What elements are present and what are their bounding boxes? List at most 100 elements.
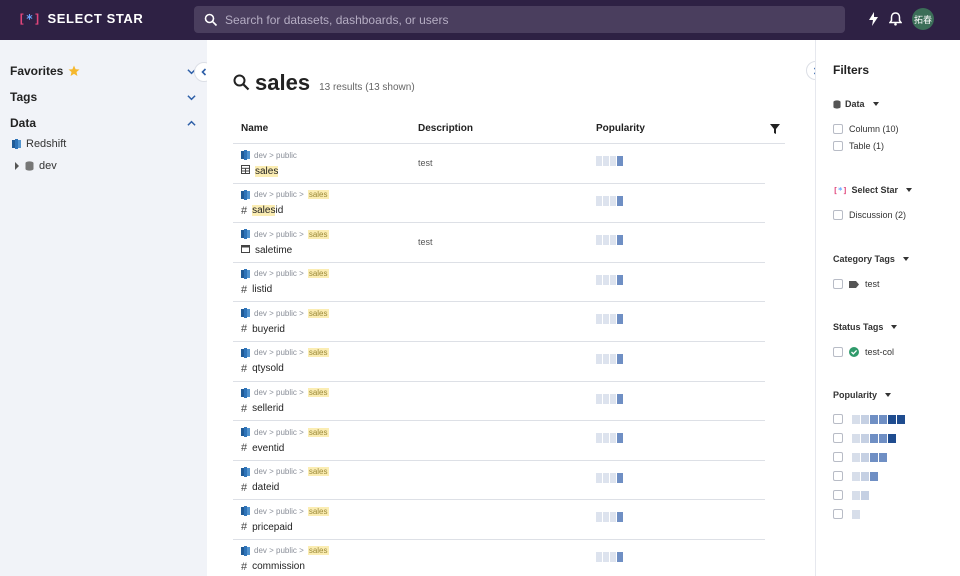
bell-icon[interactable] bbox=[889, 12, 902, 26]
popularity-bar bbox=[596, 195, 623, 206]
checkbox[interactable] bbox=[833, 124, 843, 134]
popularity-cell bbox=[610, 195, 616, 206]
chevron-down-icon[interactable] bbox=[187, 93, 196, 102]
row-name-text: commission bbox=[252, 561, 305, 573]
filter-option-popularity-6[interactable] bbox=[833, 414, 905, 424]
row-path: dev > public > sales bbox=[241, 506, 329, 517]
filter-option-table[interactable]: Table (1) bbox=[833, 141, 884, 151]
row-path-text: dev > public > bbox=[254, 348, 304, 358]
tree-item-dev[interactable]: dev bbox=[14, 160, 57, 172]
caret-down-icon bbox=[872, 102, 879, 106]
filter-group-category-tags[interactable]: Category Tags bbox=[833, 254, 909, 264]
row-path: dev > public > sales bbox=[241, 308, 329, 319]
row-path-highlight[interactable]: sales bbox=[307, 269, 329, 279]
row-path-highlight[interactable]: sales bbox=[307, 546, 329, 556]
popularity-cell bbox=[861, 471, 869, 481]
row-path-highlight[interactable]: sales bbox=[307, 427, 329, 437]
row-path: dev > public > sales bbox=[241, 268, 329, 279]
filter-option-popularity-3[interactable] bbox=[833, 471, 878, 481]
popularity-cell bbox=[852, 452, 860, 462]
filter-group-select-star[interactable]: [*] Select Star bbox=[833, 185, 913, 195]
tag-icon bbox=[849, 280, 859, 288]
sidebar-section-favorites[interactable]: Favorites bbox=[10, 64, 196, 78]
checkbox[interactable] bbox=[833, 452, 843, 462]
table-row[interactable]: dev > public > sales # buyerid bbox=[233, 302, 765, 342]
checkbox[interactable] bbox=[833, 347, 843, 357]
row-name[interactable]: saletime bbox=[241, 244, 292, 256]
top-bar: [*] SELECT STAR 拓春 bbox=[0, 0, 960, 40]
row-path-highlight[interactable]: sales bbox=[307, 467, 329, 477]
column-header-name[interactable]: Name bbox=[241, 123, 269, 134]
row-name[interactable]: # qtysold bbox=[241, 363, 284, 375]
row-path-highlight[interactable]: sales bbox=[307, 190, 329, 200]
filter-option-discussion[interactable]: Discussion (2) bbox=[833, 210, 906, 220]
row-name[interactable]: # listid bbox=[241, 284, 272, 296]
table-row[interactable]: dev > public > sales # commission bbox=[233, 540, 765, 576]
filter-icon[interactable] bbox=[770, 124, 780, 134]
filter-option-popularity-5[interactable] bbox=[833, 433, 896, 443]
checkbox[interactable] bbox=[833, 279, 843, 289]
popularity-cell bbox=[610, 314, 616, 325]
popularity-bar bbox=[596, 512, 623, 523]
table-row[interactable]: dev > public > sales # pricepaid bbox=[233, 500, 765, 540]
filter-option-popularity-4[interactable] bbox=[833, 452, 887, 462]
row-name[interactable]: sales bbox=[241, 165, 279, 177]
filter-option-status-testcol[interactable]: test-col bbox=[833, 347, 894, 357]
filter-group-status-tags[interactable]: Status Tags bbox=[833, 322, 898, 332]
filter-option-category-test[interactable]: test bbox=[833, 279, 880, 289]
global-search[interactable] bbox=[194, 6, 845, 33]
row-name[interactable]: # dateid bbox=[241, 482, 279, 494]
lightning-icon[interactable] bbox=[868, 12, 879, 26]
row-name[interactable]: # buyerid bbox=[241, 323, 285, 335]
filter-option-column[interactable]: Column (10) bbox=[833, 124, 899, 134]
tree-item-redshift[interactable]: Redshift bbox=[12, 138, 66, 150]
checkbox[interactable] bbox=[833, 471, 843, 481]
checkbox[interactable] bbox=[833, 433, 843, 443]
row-name[interactable]: # pricepaid bbox=[241, 521, 293, 533]
chevron-up-icon[interactable] bbox=[187, 119, 196, 128]
sidebar-section-tags[interactable]: Tags bbox=[10, 90, 196, 104]
row-path-highlight[interactable]: sales bbox=[307, 388, 329, 398]
table-row[interactable]: dev > public > sales # sellerid bbox=[233, 382, 765, 422]
hash-icon: # bbox=[241, 521, 248, 534]
search-input[interactable] bbox=[225, 12, 845, 27]
app-logo[interactable]: [*] SELECT STAR bbox=[18, 11, 143, 26]
table-row[interactable]: dev > public sales test bbox=[233, 144, 765, 184]
row-path: dev > public > sales bbox=[241, 347, 329, 358]
column-header-popularity[interactable]: Popularity bbox=[596, 123, 645, 134]
row-name[interactable]: # sellerid bbox=[241, 403, 284, 415]
checkbox[interactable] bbox=[833, 490, 843, 500]
table-row[interactable]: dev > public > sales # listid bbox=[233, 263, 765, 303]
checkbox[interactable] bbox=[833, 210, 843, 220]
table-row[interactable]: dev > public > sales # eventid bbox=[233, 421, 765, 461]
filter-category-label: Category Tags bbox=[833, 254, 895, 264]
popularity-cell bbox=[870, 433, 878, 443]
tags-label: Tags bbox=[10, 90, 38, 104]
row-path: dev > public > sales bbox=[241, 427, 329, 438]
sidebar-section-data[interactable]: Data bbox=[10, 116, 196, 130]
filter-option-popularity-2[interactable] bbox=[833, 490, 869, 500]
checkbox[interactable] bbox=[833, 414, 843, 424]
row-path-highlight[interactable]: sales bbox=[307, 229, 329, 239]
row-path-highlight[interactable]: sales bbox=[307, 506, 329, 516]
row-path-highlight[interactable]: sales bbox=[307, 348, 329, 358]
row-name[interactable]: # eventid bbox=[241, 442, 284, 454]
table-row[interactable]: dev > public > sales # salesid bbox=[233, 184, 765, 224]
chevron-down-icon[interactable] bbox=[187, 67, 196, 76]
filter-option-popularity-1[interactable] bbox=[833, 509, 860, 519]
user-avatar[interactable]: 拓春 bbox=[912, 8, 934, 30]
caret-right-icon[interactable] bbox=[14, 162, 20, 170]
table-row[interactable]: dev > public > sales # qtysold bbox=[233, 342, 765, 382]
checkbox[interactable] bbox=[833, 509, 843, 519]
row-path-highlight[interactable]: sales bbox=[307, 308, 329, 318]
filter-group-data[interactable]: Data bbox=[833, 99, 879, 109]
table-row[interactable]: dev > public > sales # dateid bbox=[233, 461, 765, 501]
row-name[interactable]: # salesid bbox=[241, 205, 283, 217]
column-header-description[interactable]: Description bbox=[418, 123, 474, 134]
row-name[interactable]: # commission bbox=[241, 561, 305, 573]
table-row[interactable]: dev > public > sales saletime test bbox=[233, 223, 765, 263]
filter-status-testcol-label: test-col bbox=[865, 347, 895, 357]
filter-group-popularity[interactable]: Popularity bbox=[833, 390, 892, 400]
checkbox[interactable] bbox=[833, 141, 843, 151]
row-name-text: eventid bbox=[252, 442, 285, 454]
